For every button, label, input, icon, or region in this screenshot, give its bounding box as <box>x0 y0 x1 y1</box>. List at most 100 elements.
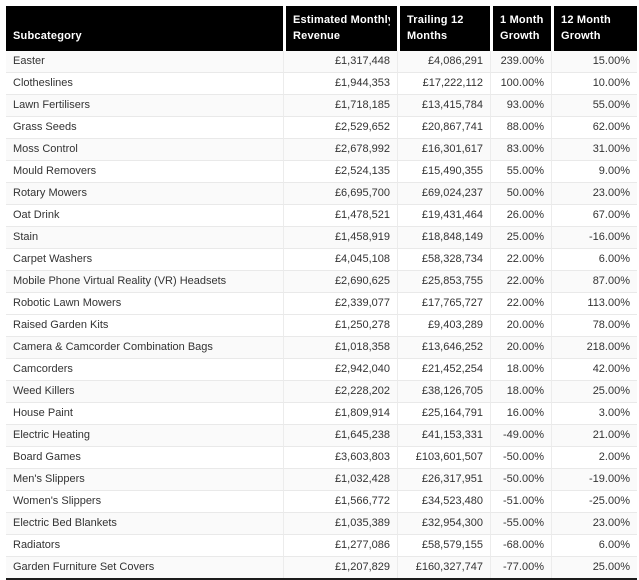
twelve-month-growth-cell: 78.00% <box>551 314 637 336</box>
twelve-month-growth-cell: 42.00% <box>551 358 637 380</box>
one-month-growth-cell: -51.00% <box>490 490 551 512</box>
subcategory-cell: House Paint <box>6 402 283 424</box>
column-header-line: Growth <box>561 30 601 42</box>
estimated-monthly-revenue-cell: £1,277,086 <box>283 534 397 556</box>
estimated-monthly-revenue-cell: £1,566,772 <box>283 490 397 512</box>
trailing-12-months-cell: £26,317,951 <box>397 468 490 490</box>
twelve-month-growth-cell: 2.00% <box>551 446 637 468</box>
one-month-growth-cell: 93.00% <box>490 94 551 116</box>
table-row: Easter £1,317,448 £4,086,291 239.00% 15.… <box>6 51 637 72</box>
subcategory-cell: Stain <box>6 226 283 248</box>
estimated-monthly-revenue-cell: £1,035,389 <box>283 512 397 534</box>
trailing-12-months-cell: £21,452,254 <box>397 358 490 380</box>
trailing-12-months-cell: £25,853,755 <box>397 270 490 292</box>
twelve-month-growth-cell: 10.00% <box>551 72 637 94</box>
estimated-monthly-revenue-cell: £2,524,135 <box>283 160 397 182</box>
twelve-month-growth-cell: -25.00% <box>551 490 637 512</box>
estimated-monthly-revenue-cell: £1,018,358 <box>283 336 397 358</box>
trailing-12-months-cell: £32,954,300 <box>397 512 490 534</box>
trailing-12-months-cell: £18,848,149 <box>397 226 490 248</box>
table-row: Grass Seeds £2,529,652 £20,867,741 88.00… <box>6 116 637 138</box>
column-header-line: Estimated Monthly <box>293 14 390 26</box>
estimated-monthly-revenue-cell: £2,339,077 <box>283 292 397 314</box>
subcategory-cell: Board Games <box>6 446 283 468</box>
twelve-month-growth-cell: 15.00% <box>551 51 637 72</box>
table-row: Camera & Camcorder Combination Bags £1,0… <box>6 336 637 358</box>
column-header-1-month-growth: 1 Month Growth <box>490 6 551 51</box>
estimated-monthly-revenue-cell: £1,207,829 <box>283 556 397 578</box>
table-row: Mobile Phone Virtual Reality (VR) Headse… <box>6 270 637 292</box>
table-row: Electric Heating £1,645,238 £41,153,331 … <box>6 424 637 446</box>
twelve-month-growth-cell: 3.00% <box>551 402 637 424</box>
trailing-12-months-cell: £19,431,464 <box>397 204 490 226</box>
estimated-monthly-revenue-cell: £6,695,700 <box>283 182 397 204</box>
twelve-month-growth-cell: -16.00% <box>551 226 637 248</box>
subcategory-cell: Raised Garden Kits <box>6 314 283 336</box>
estimated-monthly-revenue-cell: £2,942,040 <box>283 358 397 380</box>
trailing-12-months-cell: £20,867,741 <box>397 116 490 138</box>
subcategory-performance-table: Subcategory Estimated Monthly Revenue Tr… <box>6 6 637 580</box>
one-month-growth-cell: 83.00% <box>490 138 551 160</box>
table-row: Mould Removers £2,524,135 £15,490,355 55… <box>6 160 637 182</box>
trailing-12-months-cell: £13,646,252 <box>397 336 490 358</box>
column-header-line: Revenue <box>293 30 341 42</box>
subcategory-cell: Lawn Fertilisers <box>6 94 283 116</box>
twelve-month-growth-cell: 31.00% <box>551 138 637 160</box>
twelve-month-growth-cell: 67.00% <box>551 204 637 226</box>
trailing-12-months-cell: £17,222,112 <box>397 72 490 94</box>
one-month-growth-cell: -50.00% <box>490 446 551 468</box>
subcategory-cell: Men's Slippers <box>6 468 283 490</box>
column-header-estimated-monthly-revenue: Estimated Monthly Revenue <box>283 6 397 51</box>
table-row: Raised Garden Kits £1,250,278 £9,403,289… <box>6 314 637 336</box>
table-row: Robotic Lawn Mowers £2,339,077 £17,765,7… <box>6 292 637 314</box>
column-header-12-month-growth: 12 Month Growth <box>551 6 637 51</box>
one-month-growth-cell: 239.00% <box>490 51 551 72</box>
subcategory-cell: Grass Seeds <box>6 116 283 138</box>
trailing-12-months-cell: £15,490,355 <box>397 160 490 182</box>
trailing-12-months-cell: £34,523,480 <box>397 490 490 512</box>
table-row: Stain £1,458,919 £18,848,149 25.00% -16.… <box>6 226 637 248</box>
column-header-trailing-12-months: Trailing 12 Months <box>397 6 490 51</box>
subcategory-cell: Clotheslines <box>6 72 283 94</box>
twelve-month-growth-cell: 25.00% <box>551 556 637 578</box>
subcategory-cell: Camera & Camcorder Combination Bags <box>6 336 283 358</box>
estimated-monthly-revenue-cell: £1,458,919 <box>283 226 397 248</box>
estimated-monthly-revenue-cell: £2,678,992 <box>283 138 397 160</box>
one-month-growth-cell: 22.00% <box>490 248 551 270</box>
one-month-growth-cell: 22.00% <box>490 270 551 292</box>
one-month-growth-cell: 18.00% <box>490 380 551 402</box>
one-month-growth-cell: 22.00% <box>490 292 551 314</box>
twelve-month-growth-cell: 113.00% <box>551 292 637 314</box>
estimated-monthly-revenue-cell: £1,718,185 <box>283 94 397 116</box>
one-month-growth-cell: 55.00% <box>490 160 551 182</box>
subcategory-cell: Women's Slippers <box>6 490 283 512</box>
subcategory-cell: Weed Killers <box>6 380 283 402</box>
twelve-month-growth-cell: 55.00% <box>551 94 637 116</box>
table-row: Moss Control £2,678,992 £16,301,617 83.0… <box>6 138 637 160</box>
column-header-line: 12 Month <box>561 14 611 26</box>
twelve-month-growth-cell: 87.00% <box>551 270 637 292</box>
table-row: Rotary Mowers £6,695,700 £69,024,237 50.… <box>6 182 637 204</box>
estimated-monthly-revenue-cell: £4,045,108 <box>283 248 397 270</box>
one-month-growth-cell: 20.00% <box>490 336 551 358</box>
one-month-growth-cell: -68.00% <box>490 534 551 556</box>
column-header-line: Trailing 12 <box>407 14 464 26</box>
subcategory-cell: Easter <box>13 55 45 67</box>
table-row: Garden Furniture Set Covers £1,207,829 £… <box>6 556 637 578</box>
table-row: Camcorders £2,942,040 £21,452,254 18.00%… <box>6 358 637 380</box>
trailing-12-months-cell: £4,086,291 <box>397 51 490 72</box>
one-month-growth-cell: -50.00% <box>490 468 551 490</box>
one-month-growth-cell: 100.00% <box>490 72 551 94</box>
subcategory-cell: Electric Heating <box>6 424 283 446</box>
subcategory-cell: Carpet Washers <box>6 248 283 270</box>
trailing-12-months-cell: £103,601,507 <box>397 446 490 468</box>
trailing-12-months-cell: £58,328,734 <box>397 248 490 270</box>
table-row: House Paint £1,809,914 £25,164,791 16.00… <box>6 402 637 424</box>
trailing-12-months-cell: £58,579,155 <box>397 534 490 556</box>
subcategory-cell: Mobile Phone Virtual Reality (VR) Headse… <box>6 270 283 292</box>
one-month-growth-cell: 18.00% <box>490 358 551 380</box>
column-header-line: Subcategory <box>13 30 82 42</box>
trailing-12-months-cell: £9,403,289 <box>397 314 490 336</box>
table-row: Board Games £3,603,803 £103,601,507 -50.… <box>6 446 637 468</box>
